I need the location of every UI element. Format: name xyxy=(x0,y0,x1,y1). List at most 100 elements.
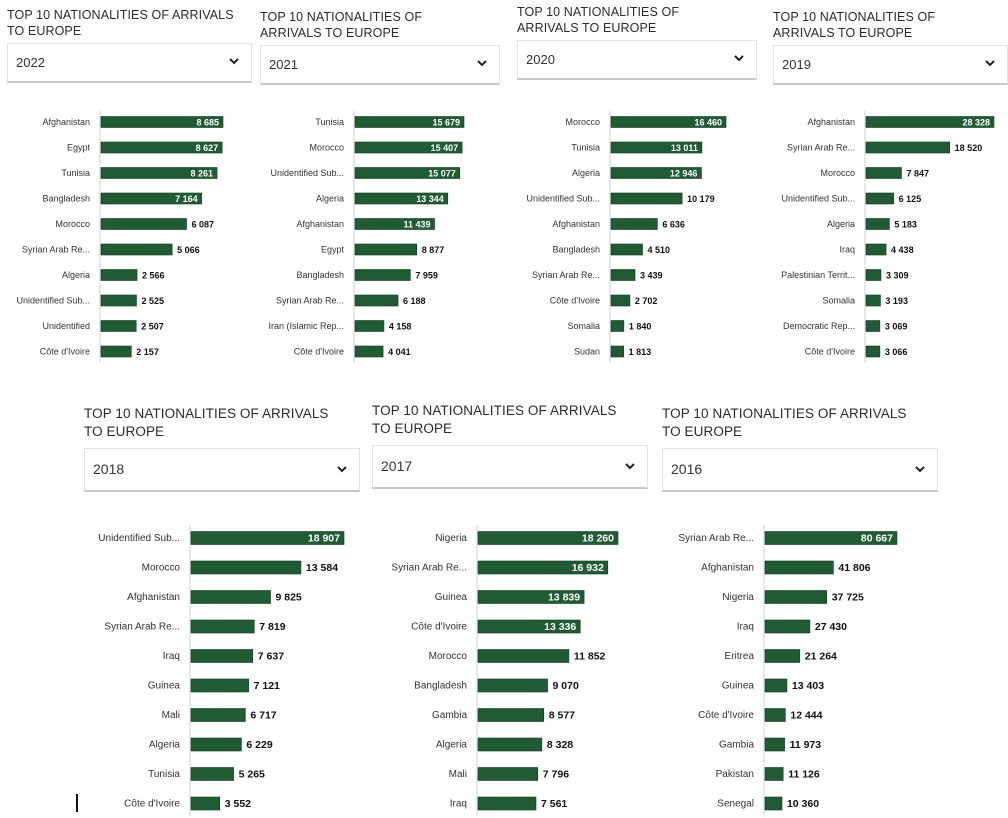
bar[interactable] xyxy=(100,320,137,332)
bar[interactable] xyxy=(610,167,702,179)
bar[interactable] xyxy=(190,649,254,663)
bar[interactable] xyxy=(477,737,543,752)
bar[interactable] xyxy=(190,560,302,575)
year-dropdown[interactable]: 2016 xyxy=(662,448,938,492)
year-dropdown[interactable]: 2019 xyxy=(773,45,1008,85)
panel-title: TOP 10 NATIONALITIES OF ARRIVALS TO EURO… xyxy=(773,10,936,40)
bar[interactable] xyxy=(764,531,898,545)
bar[interactable] xyxy=(100,167,218,179)
bar[interactable] xyxy=(764,560,834,575)
bar[interactable] xyxy=(354,320,385,332)
chevron-down-icon xyxy=(229,58,239,65)
bar[interactable] xyxy=(190,767,234,781)
year-dropdown[interactable]: 2018 xyxy=(84,448,360,492)
bar[interactable] xyxy=(865,116,995,128)
bar[interactable] xyxy=(477,708,545,722)
bar[interactable] xyxy=(477,678,548,693)
bar[interactable] xyxy=(610,218,658,230)
bar[interactable] xyxy=(477,767,539,781)
bar[interactable] xyxy=(354,294,399,307)
category-label: Guinea xyxy=(148,681,181,692)
year-dropdown[interactable]: 2022 xyxy=(7,43,252,83)
bar[interactable] xyxy=(100,218,187,230)
bar[interactable] xyxy=(100,192,202,205)
bar[interactable] xyxy=(354,345,384,358)
bar[interactable] xyxy=(764,590,828,604)
bar[interactable] xyxy=(865,269,882,281)
panel-2017: TOP 10 NATIONALITIES OF ARRIVALS TO EURO… xyxy=(372,402,648,489)
bar[interactable] xyxy=(477,531,619,545)
year-dropdown[interactable]: 2020 xyxy=(517,40,757,80)
bar[interactable] xyxy=(865,141,950,154)
value-label: 13 336 xyxy=(544,621,576,633)
bar[interactable] xyxy=(190,619,255,634)
bar[interactable] xyxy=(764,737,785,752)
bar[interactable] xyxy=(100,345,132,358)
value-label: 2 525 xyxy=(141,296,164,306)
bar[interactable] xyxy=(100,141,223,154)
bar[interactable] xyxy=(477,590,585,604)
bar[interactable] xyxy=(477,649,570,663)
bar[interactable] xyxy=(764,767,784,781)
bar[interactable] xyxy=(865,294,881,307)
bar[interactable] xyxy=(100,294,137,307)
bar[interactable] xyxy=(764,649,801,663)
category-label: Iraq xyxy=(737,622,754,633)
category-label: Syrian Arab Re... xyxy=(532,270,600,280)
category-label: Tunisia xyxy=(61,168,90,178)
bar[interactable] xyxy=(354,243,418,256)
value-label: 8 685 xyxy=(196,118,219,128)
bar[interactable] xyxy=(865,320,881,332)
bar[interactable] xyxy=(764,619,811,634)
bar[interactable] xyxy=(190,708,246,722)
bar[interactable] xyxy=(865,243,887,256)
year-dropdown[interactable]: 2021 xyxy=(260,45,500,85)
bar[interactable] xyxy=(354,269,411,281)
bar[interactable] xyxy=(610,243,643,256)
bar[interactable] xyxy=(610,294,631,307)
bar[interactable] xyxy=(100,269,138,281)
value-label: 28 328 xyxy=(962,118,990,128)
bar[interactable] xyxy=(190,796,221,811)
bar[interactable] xyxy=(764,708,786,722)
bar[interactable] xyxy=(610,269,636,281)
bar[interactable] xyxy=(190,590,271,604)
bar[interactable] xyxy=(354,116,465,128)
bar[interactable] xyxy=(764,796,783,811)
bar[interactable] xyxy=(477,796,537,811)
category-label: Senegal xyxy=(717,799,754,810)
bar[interactable] xyxy=(764,678,788,693)
bar[interactable] xyxy=(190,531,345,545)
bar[interactable] xyxy=(610,345,624,358)
bar[interactable] xyxy=(354,141,463,154)
bar[interactable] xyxy=(354,218,435,230)
category-label: Tunisia xyxy=(315,117,344,127)
value-label: 6 087 xyxy=(192,220,215,230)
category-label: Iran (Islamic Rep... xyxy=(268,321,344,331)
bar[interactable] xyxy=(477,560,609,575)
bar[interactable] xyxy=(190,737,242,752)
year-dropdown[interactable]: 2017 xyxy=(372,445,648,489)
bar[interactable] xyxy=(190,678,249,693)
bar[interactable] xyxy=(865,345,881,358)
category-label: Algeria xyxy=(827,219,855,229)
bar[interactable] xyxy=(100,116,224,128)
bar[interactable] xyxy=(865,192,894,205)
bar[interactable] xyxy=(865,167,902,179)
chevron-down-icon xyxy=(337,466,347,473)
category-label: Côte d'Ivoire xyxy=(40,347,90,357)
bar[interactable] xyxy=(477,619,581,634)
bar[interactable] xyxy=(354,192,449,205)
bar[interactable] xyxy=(354,167,461,179)
bar[interactable] xyxy=(100,243,173,256)
bar[interactable] xyxy=(610,116,727,128)
bar[interactable] xyxy=(610,141,703,154)
value-label: 5 066 xyxy=(177,245,200,255)
bar[interactable] xyxy=(610,320,625,332)
bar[interactable] xyxy=(865,218,890,230)
value-label: 11 973 xyxy=(790,739,822,751)
value-label: 7 959 xyxy=(415,271,438,281)
category-label: Egypt xyxy=(321,245,345,255)
category-label: Afghanistan xyxy=(552,219,600,229)
bar[interactable] xyxy=(610,192,683,205)
